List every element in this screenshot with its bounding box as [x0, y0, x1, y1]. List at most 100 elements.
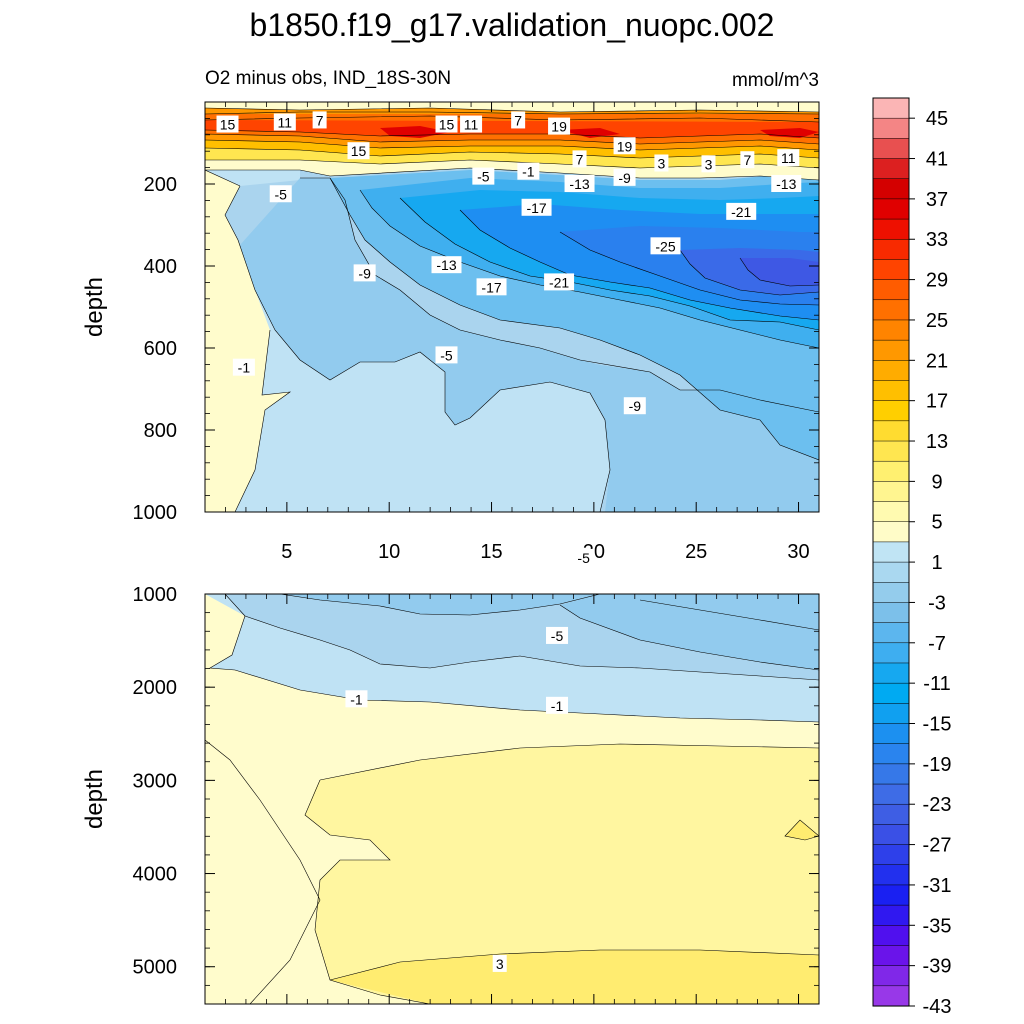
y-tick-label: 4000 — [133, 864, 178, 886]
colorbar-tick-label: 5 — [931, 512, 942, 534]
contour-label-text: -1 — [522, 164, 535, 180]
x-tick-label: 5 — [281, 541, 292, 563]
contour-label-text: -5 — [551, 628, 564, 644]
colorbar-tick-label: -31 — [923, 875, 952, 897]
contour-label: 19 — [613, 137, 636, 155]
contour-label-bg — [476, 278, 507, 296]
contour-label-bg — [472, 167, 495, 185]
contour-band-p21 — [205, 120, 819, 138]
x-tick-label: 15 — [480, 541, 502, 563]
contour-label-text: -13 — [436, 257, 456, 273]
y-tick-label: 1000 — [133, 584, 178, 606]
contour-label: -21 — [544, 273, 575, 291]
units-label: mmol/m^3 — [732, 70, 819, 91]
upper-y-axis-label: depth — [81, 277, 108, 337]
contour-label-bg — [650, 237, 681, 255]
contour-label: 15 — [216, 115, 239, 133]
contour-band-m9-deep — [280, 594, 819, 670]
contour-label-text: 7 — [743, 152, 751, 168]
contour-label: 7 — [740, 151, 755, 169]
colorbar-frame — [872, 97, 910, 1007]
colorbar-swatch — [872, 481, 910, 503]
colorbar-swatch — [872, 864, 910, 886]
contour-label-bg — [771, 175, 802, 192]
y-tick-label: 800 — [144, 420, 177, 442]
contour-label-bg — [435, 115, 458, 133]
colorbar-swatch — [872, 803, 910, 825]
contour-label-text: -21 — [549, 274, 569, 290]
colorbar-swatch — [872, 238, 910, 260]
colorbar-tick-label: 17 — [926, 391, 948, 413]
colorbar-tick-label: 1 — [931, 552, 942, 574]
colorbar-swatch — [872, 198, 910, 220]
y-tick-label: 400 — [144, 256, 177, 278]
colorbar-swatch — [872, 460, 910, 482]
colorbar-tick-label: 29 — [926, 270, 948, 292]
contour-label: 7 — [572, 150, 587, 168]
colorbar-swatch — [872, 783, 910, 805]
contour-label-text: 7 — [316, 112, 324, 128]
contour-lines-upper — [205, 107, 819, 512]
contour-label-bg — [654, 154, 669, 172]
contour-label-text: 7 — [514, 112, 522, 128]
contour-label: 11 — [777, 149, 800, 167]
colorbar-swatch — [872, 703, 910, 725]
contour-label-text: 11 — [781, 150, 796, 166]
contour-label-text: -13 — [569, 176, 589, 192]
lower-y-axis-label: depth — [81, 769, 108, 829]
colorbar-swatch — [872, 259, 910, 281]
contour-label-bg — [232, 358, 255, 376]
contour-label-bg — [347, 142, 370, 160]
colorbar-swatch — [872, 844, 910, 866]
contour-label: 19 — [548, 117, 571, 135]
upper-contour-fill — [205, 102, 819, 512]
contour-label-bg — [492, 954, 507, 972]
colorbar-swatch — [872, 218, 910, 240]
colorbar-swatch — [872, 682, 910, 704]
contour-label-bg — [546, 696, 569, 714]
x-tick-label: 10 — [378, 541, 400, 563]
colorbar-swatch — [872, 622, 910, 644]
colorbar-tick-label: -15 — [923, 714, 952, 736]
contour-label: 11 — [273, 113, 296, 131]
colorbar-swatch — [872, 521, 910, 543]
upper-panel: 200400600800100051015202530 151171511719… — [81, 101, 820, 566]
chart-title: b1850.f19_g17.validation_nuopc.002 — [250, 7, 775, 43]
contour-label-bg — [777, 149, 800, 167]
colorbar-tick-label: 9 — [931, 471, 942, 493]
lower-axis-ticks: 1000 2000 3000 4000 5000 — [133, 584, 819, 1005]
colorbar-tick-label: 33 — [926, 229, 948, 251]
contour-label: -13 — [431, 256, 462, 274]
colorbar-swatch — [872, 965, 910, 987]
y-tick-label: 3000 — [133, 770, 178, 792]
contour-label-text: -17 — [526, 200, 546, 216]
colorbar-tick-label: -39 — [923, 956, 952, 978]
contour-label: -5 — [435, 346, 458, 364]
colorbar-tick-label: 13 — [926, 431, 948, 453]
contour-band-p3-deep — [305, 744, 819, 1004]
contour-label-bg — [572, 548, 595, 566]
upper-axis-ticks: 200400600800100051015202530 — [133, 101, 819, 563]
contour-label-bg — [345, 690, 368, 708]
colorbar-swatch — [872, 925, 910, 947]
colorbar-swatch — [872, 420, 910, 442]
colorbar-tick-label: -35 — [923, 915, 952, 937]
colorbar-tick-label: -27 — [923, 835, 952, 857]
contour-label-text: 11 — [464, 117, 479, 133]
contour-label-bg — [353, 264, 376, 282]
colorbar-swatch — [872, 541, 910, 563]
contour-label: -5 — [269, 185, 292, 203]
colorbar-swatch — [872, 117, 910, 139]
colorbar-swatch — [872, 602, 910, 624]
contour-band-p5-deep — [330, 950, 819, 1004]
contour-label-text: 3 — [496, 956, 504, 972]
contour-label-bg — [740, 151, 755, 169]
contour-label-bg — [548, 117, 571, 135]
colorbar-swatch — [872, 97, 910, 119]
y-tick-label: 5000 — [133, 957, 178, 979]
contour-band-m1-deep — [205, 594, 819, 722]
contour-label-bg — [564, 175, 595, 192]
contour-label-bg — [623, 397, 646, 415]
contour-label: -13 — [771, 175, 802, 192]
